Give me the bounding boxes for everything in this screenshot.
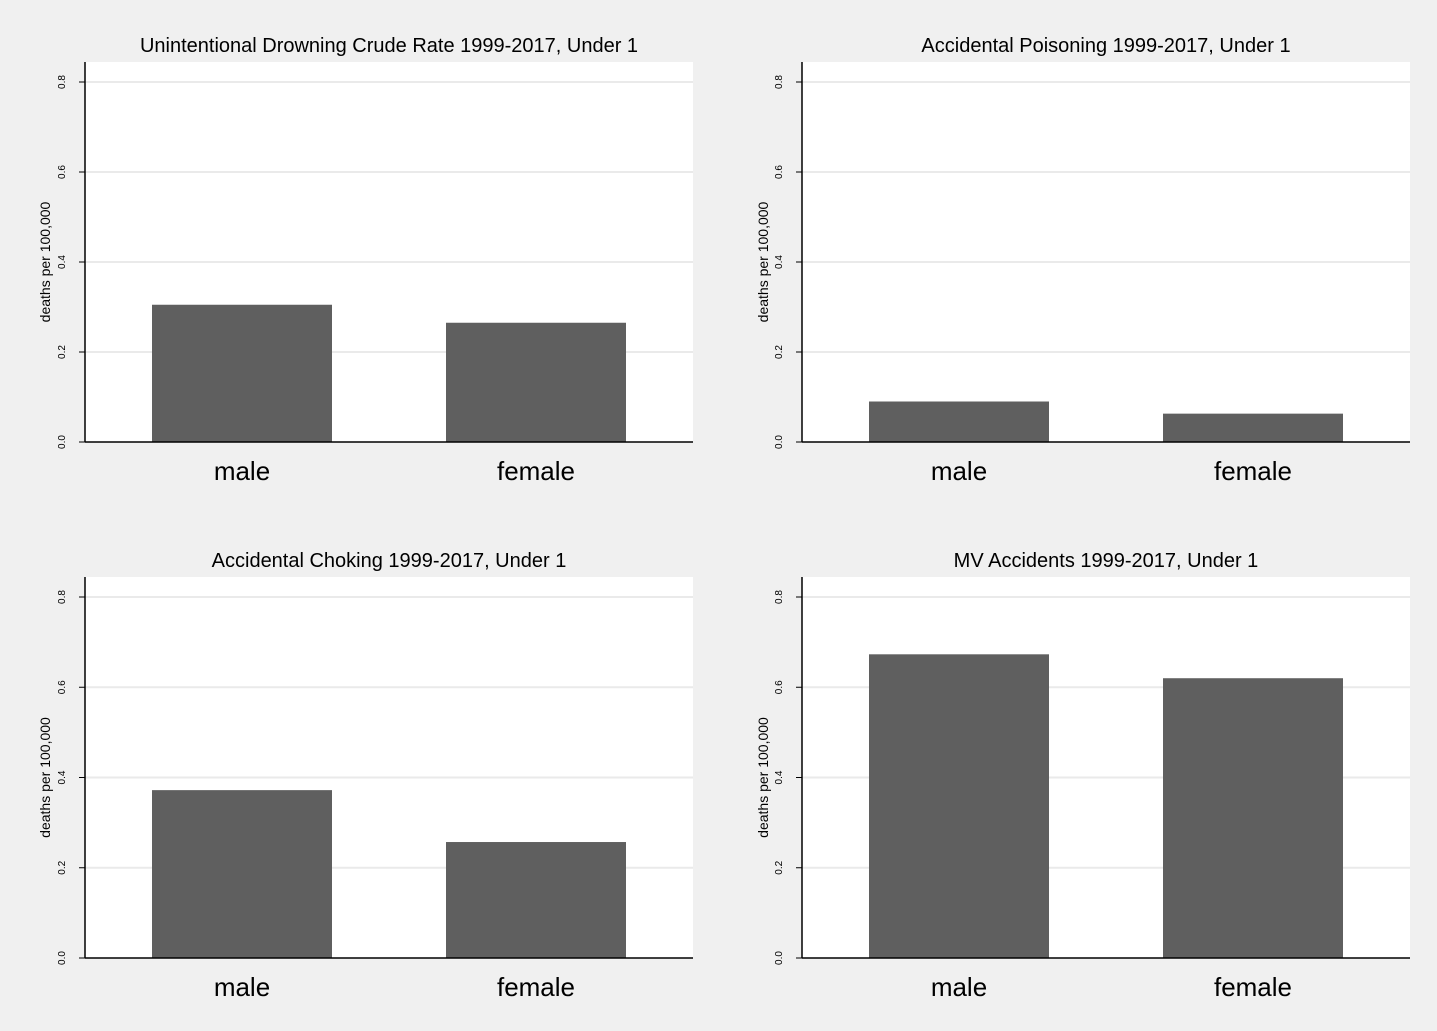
plot-area [802, 62, 1410, 442]
x-tick-label-male: male [931, 456, 987, 486]
x-tick-label-female: female [497, 456, 575, 486]
chart-panel-2: male female 0.0 0.2 0.4 0.6 0.8 deaths per 100,… [755, 35, 1410, 486]
bar-female [446, 842, 626, 958]
y-tick-label-1: 0.2 [774, 860, 785, 874]
x-tick-label-male: male [214, 456, 270, 486]
y-tick-label-4: 0.8 [774, 75, 785, 89]
y-tick-label-3: 0.6 [57, 165, 68, 179]
y-tick-label-0: 0.0 [57, 435, 68, 449]
bar-female [1163, 678, 1343, 958]
bar-male [869, 654, 1049, 958]
y-tick-label-2: 0.4 [774, 255, 785, 269]
y-tick-label-0: 0.0 [774, 951, 785, 965]
y-tick-label-2: 0.4 [774, 770, 785, 784]
chart-title: Accidental Choking 1999-2017, Under 1 [212, 550, 567, 572]
x-tick-label-female: female [497, 972, 575, 1002]
y-tick-label-0: 0.0 [774, 435, 785, 449]
y-tick-label-2: 0.4 [57, 255, 68, 269]
y-axis-title: deaths per 100,000 [37, 717, 53, 838]
y-tick-label-3: 0.6 [774, 165, 785, 179]
bar-male [152, 790, 332, 958]
chart-panel-1: male female 0.0 0.2 0.4 0.6 0.8 deaths per 100,… [37, 35, 693, 486]
y-tick-label-4: 0.8 [774, 590, 785, 604]
chart-panel-4: male female 0.0 0.2 0.4 0.6 0.8 deaths per 100,… [755, 550, 1410, 1002]
bar-female [1163, 413, 1343, 442]
y-axis-title: deaths per 100,000 [755, 717, 771, 838]
x-tick-label-male: male [931, 972, 987, 1002]
y-tick-label-2: 0.4 [57, 770, 68, 784]
y-tick-label-4: 0.8 [57, 75, 68, 89]
y-axis-title: deaths per 100,000 [755, 201, 771, 322]
y-tick-label-0: 0.0 [57, 951, 68, 965]
y-tick-label-1: 0.2 [774, 345, 785, 359]
chart-title: Unintentional Drowning Crude Rate 1999-2… [140, 35, 638, 57]
x-tick-label-female: female [1214, 456, 1292, 486]
chart-title: Accidental Poisoning 1999-2017, Under 1 [921, 35, 1290, 57]
y-tick-label-4: 0.8 [57, 590, 68, 604]
x-tick-label-male: male [214, 972, 270, 1002]
bar-female [446, 322, 626, 442]
y-tick-label-3: 0.6 [57, 680, 68, 694]
y-tick-label-1: 0.2 [57, 345, 68, 359]
bar-male [152, 304, 332, 442]
y-tick-label-1: 0.2 [57, 860, 68, 874]
y-tick-label-3: 0.6 [774, 680, 785, 694]
chart-panel-3: male female 0.0 0.2 0.4 0.6 0.8 deaths per 100,… [37, 550, 693, 1002]
x-tick-label-female: female [1214, 972, 1292, 1002]
bar-male [869, 401, 1049, 442]
chart-title: MV Accidents 1999-2017, Under 1 [954, 550, 1259, 572]
y-axis-title: deaths per 100,000 [37, 201, 53, 322]
